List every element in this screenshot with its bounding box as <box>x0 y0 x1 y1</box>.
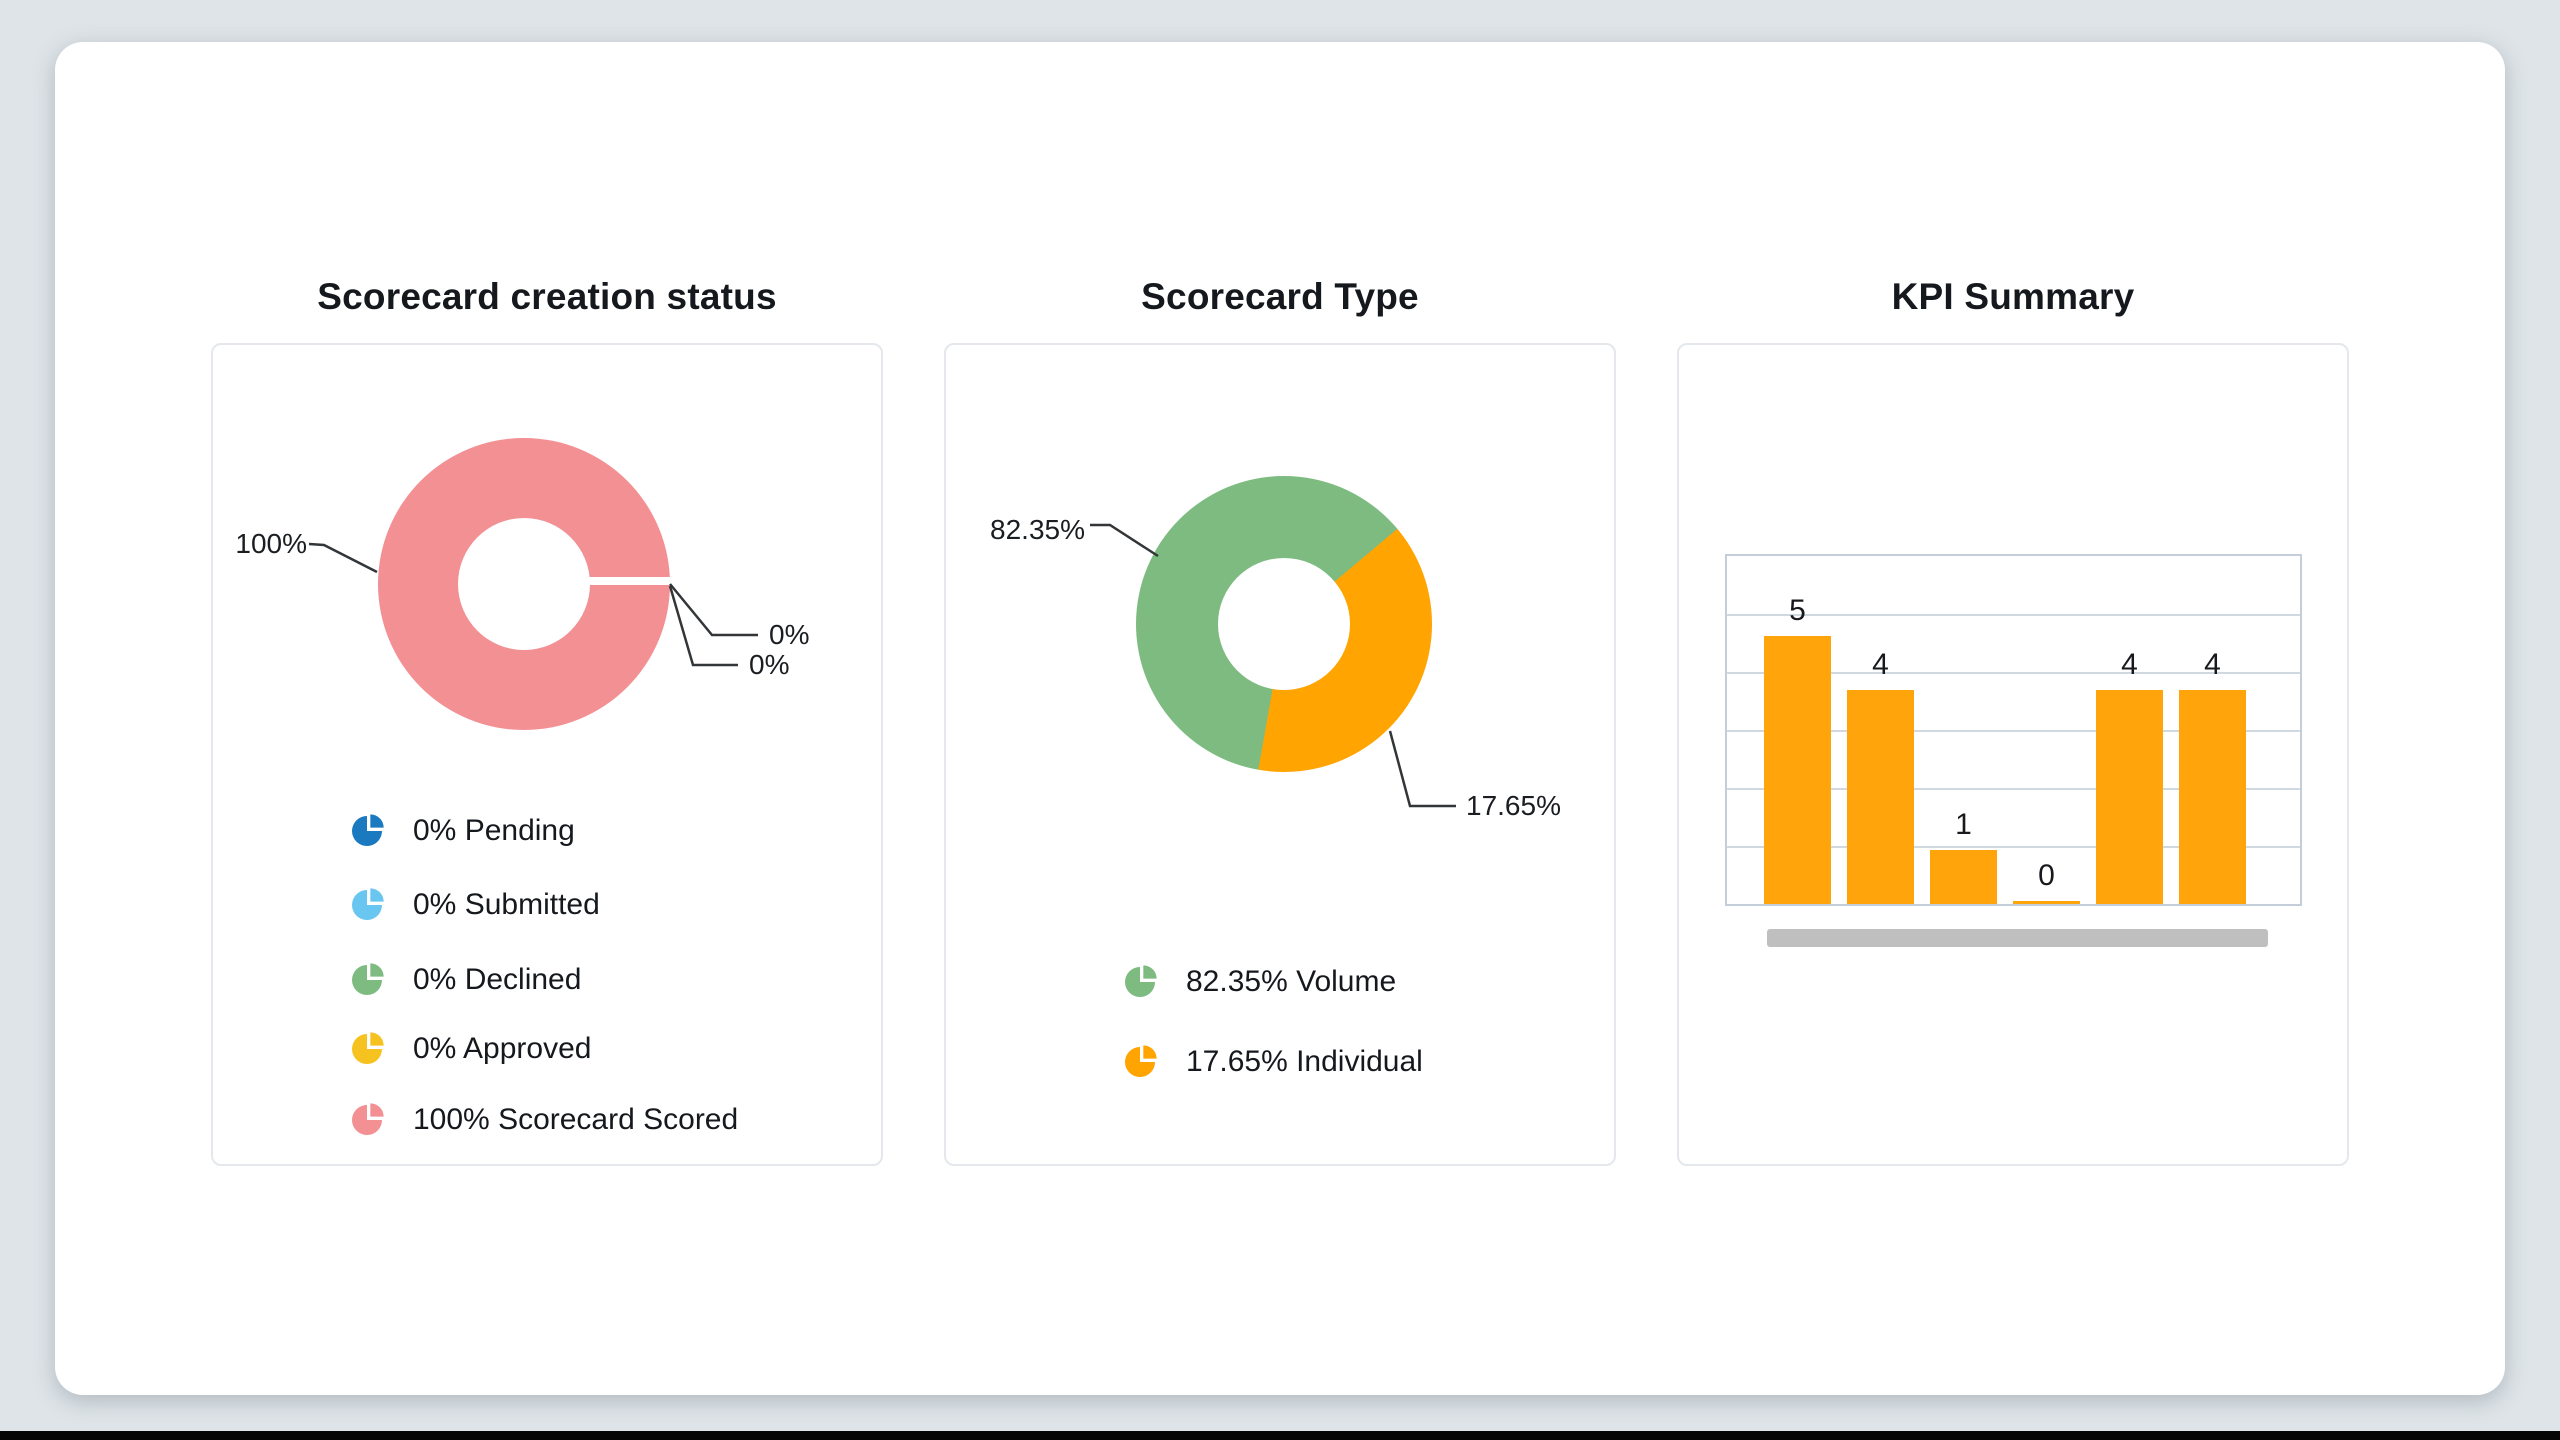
donut-slice-gap <box>581 577 670 585</box>
legend-label: 17.65% Individual <box>1186 1045 1423 1078</box>
legend-item-individual[interactable]: 17.65% Individual <box>1120 1040 1423 1084</box>
kpi-bar <box>1764 636 1831 904</box>
kpi-bar <box>1847 690 1914 904</box>
legend-label: 0% Declined <box>413 963 582 996</box>
pie-chart-icon <box>352 1103 384 1135</box>
legend-item-declined[interactable]: 0% Declined <box>347 958 581 1002</box>
donut-hole <box>1218 558 1350 690</box>
gridline <box>1727 730 2300 732</box>
callout-0-percent-a: 0% <box>769 619 810 650</box>
bar-value-label: 4 <box>2121 648 2138 681</box>
bar-value-label: 4 <box>1872 648 1889 681</box>
kpi-bar <box>2179 690 2246 904</box>
pie-chart-icon <box>352 1032 384 1064</box>
chart-title-scorecard-creation-status: Scorecard creation status <box>317 276 777 317</box>
callout-82-percent: 82.35% <box>990 514 1085 545</box>
bar-value-label: 5 <box>1789 594 1806 627</box>
legend-item-scorecard-scored[interactable]: 100% Scorecard Scored <box>347 1098 738 1142</box>
legend-label: 0% Approved <box>413 1032 592 1065</box>
pie-chart-icon <box>1125 965 1157 997</box>
callout-100-percent: 100% <box>235 528 307 559</box>
chart-title-scorecard-type: Scorecard Type <box>1141 276 1419 317</box>
bar-value-label: 0 <box>2038 859 2055 892</box>
screen-bottom-strip <box>0 1431 2560 1440</box>
scorecard-creation-status-card: 100% 0% 0% 0% Pending 0% Submitted <box>211 343 883 1166</box>
kpi-bar-plot: 5 4 1 0 4 4 <box>1725 554 2302 906</box>
scorecard-type-donut-chart <box>1136 476 1432 772</box>
chart-horizontal-scrollbar[interactable] <box>1767 929 2268 947</box>
pie-chart-icon <box>1125 1045 1157 1077</box>
pie-chart-icon <box>352 814 384 846</box>
gridline <box>1727 614 2300 616</box>
dashboard-panel: Scorecard creation status Scorecard Type… <box>55 42 2505 1395</box>
legend-label: 82.35% Volume <box>1186 965 1397 998</box>
callout-17-percent: 17.65% <box>1466 790 1561 821</box>
legend-item-submitted[interactable]: 0% Submitted <box>347 883 600 927</box>
legend-item-approved[interactable]: 0% Approved <box>347 1027 591 1071</box>
gridline <box>1727 846 2300 848</box>
legend-label: 100% Scorecard Scored <box>413 1103 739 1136</box>
legend-label: 0% Submitted <box>413 888 600 921</box>
scorecard-type-card: 82.35% 17.65% 82.35% Volume 17.65% Indiv… <box>944 343 1616 1166</box>
bar-value-label: 4 <box>2204 648 2221 681</box>
legend-item-pending[interactable]: 0% Pending <box>347 809 575 853</box>
kpi-bar <box>1930 850 1997 904</box>
pie-chart-icon <box>352 888 384 920</box>
gridline <box>1727 788 2300 790</box>
kpi-summary-card: 5 4 1 0 4 4 <box>1677 343 2349 1166</box>
kpi-bar <box>2096 690 2163 904</box>
chart-title-kpi-summary: KPI Summary <box>1891 276 2135 317</box>
callout-0-percent-b: 0% <box>749 649 790 680</box>
pie-chart-icon <box>352 963 384 995</box>
legend-label: 0% Pending <box>413 814 575 847</box>
scorecard-status-donut-chart <box>378 438 670 730</box>
donut-hole <box>458 518 590 650</box>
gridline <box>1727 672 2300 674</box>
legend-item-volume[interactable]: 82.35% Volume <box>1120 960 1396 1004</box>
bar-value-label: 1 <box>1955 808 1972 841</box>
kpi-bar <box>2013 901 2080 904</box>
